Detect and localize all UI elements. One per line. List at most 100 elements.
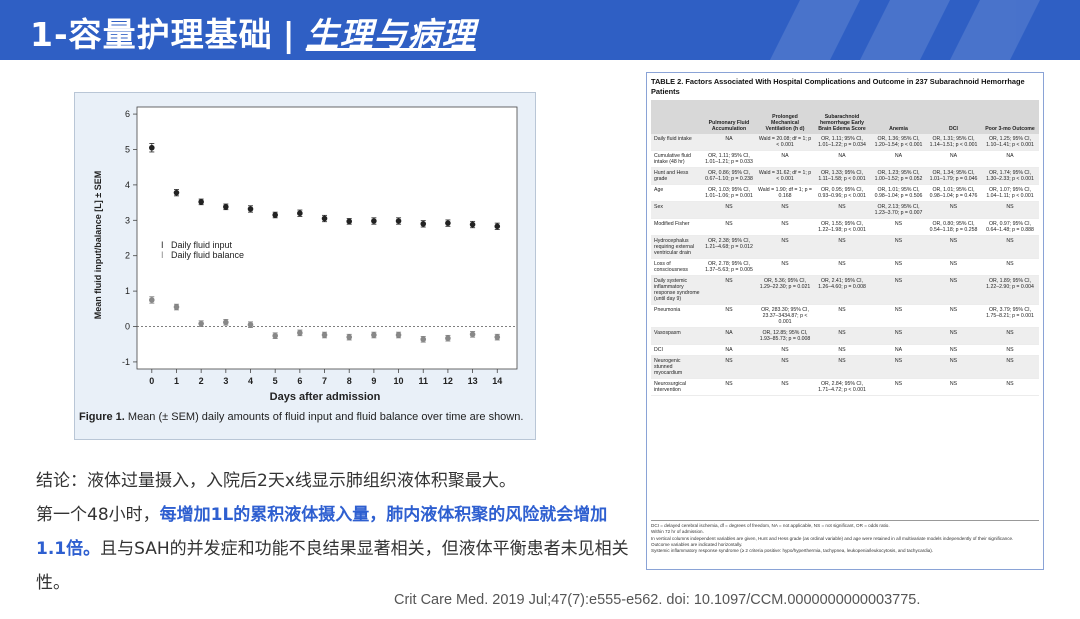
x-tick-label: 0 <box>149 376 154 386</box>
table-2-row-label: Age <box>651 184 701 202</box>
table-2-cell: NS <box>926 327 981 345</box>
y-tick-label: 5 <box>125 144 130 154</box>
table-2-cell: NS <box>926 275 981 305</box>
table-2-cell: NA <box>871 150 926 168</box>
table-2-cell: OR, 2.84; 95% CI, 1.71–4.72; p < 0.001 <box>813 378 871 396</box>
table-2-cell: NS <box>871 304 926 328</box>
table-2-row: Loss of consciousness OR, 2.78; 95% CI, 1… <box>651 258 1039 276</box>
balance-point <box>321 332 328 338</box>
table-2-row-label: Neurosurgical intervention <box>651 378 701 396</box>
input-point <box>346 218 353 225</box>
input-point <box>297 210 303 217</box>
table-2-note: In vertical columns independent variable… <box>651 535 1014 541</box>
table-2-cell: OR, 1.33; 95% CI, 1.11–1.58; p < 0.001 <box>813 167 871 185</box>
table-2-cell: NS <box>871 235 926 259</box>
x-tick-label: 6 <box>297 376 302 386</box>
input-point <box>198 199 204 205</box>
table-2-row-label: Vasospasm <box>651 327 701 345</box>
table-2-cell: NS <box>813 355 871 379</box>
table-2-cell: NS <box>757 378 813 396</box>
table-2-cell: OR, 1.36; 95% CI, 1.20–1.54; p < 0.001 <box>871 134 926 151</box>
input-point <box>469 221 476 228</box>
table-2-header-cell: Pulmonary Fluid Accumulation <box>701 100 757 134</box>
table-2-cell: OR, 1.89; 95% CI, 1.22–2.90; p = 0.004 <box>981 275 1039 305</box>
table-2: Pulmonary Fluid Accumulation Prolonged Me… <box>651 100 1039 396</box>
table-2-cell: NS <box>981 378 1039 396</box>
table-2-cell: NS <box>813 235 871 259</box>
citation: Crit Care Med. 2019 Jul;47(7):e555-e562.… <box>394 592 921 608</box>
table-2-cell: Wald = 1.90; df = 1; p = 0.168 <box>757 184 813 202</box>
table-2-row: Daily fluid intake NA Wald = 20.08; df = 1… <box>651 134 1039 151</box>
balance-point <box>469 331 476 338</box>
table-2-cell: NS <box>757 201 813 219</box>
table-2-note: DCI = delayed cerebral ischemia, df = de… <box>651 523 890 528</box>
table-2-cell: OR, 1.01; 95% CI, 0.98–1.04; p = 0.506 <box>871 184 926 202</box>
chart-xlabel: Days after admission <box>270 391 381 403</box>
table-2-cell: Wald = 31.62; df = 1; p < 0.001 <box>757 167 813 185</box>
balance-point <box>223 319 229 326</box>
table-2-row: DCI NA NS NS NA NS NS <box>651 344 1039 356</box>
input-point <box>149 144 155 151</box>
table-2-cell: OR, 283.30; 95% CI, 23.37–3434.87; p < 0… <box>757 304 813 328</box>
table-2-cell: NS <box>871 378 926 396</box>
table-2-cell: NS <box>701 275 757 305</box>
table-2-cell: NS <box>701 355 757 379</box>
table-2-cell: OR, 0.97; 95% CI, 0.64–1.48; p = 0.888 <box>981 218 1039 236</box>
balance-point <box>445 335 451 341</box>
table-2-cell: OR, 2.41; 95% CI, 1.26–4.60; p = 0.008 <box>813 275 871 305</box>
table-2-row-label: Daily fluid intake <box>651 134 701 151</box>
table-2-cell: Wald = 20.08; df = 1; p < 0.001 <box>757 134 813 151</box>
table-2-cell: NS <box>871 275 926 305</box>
x-tick-label: 9 <box>371 376 376 386</box>
y-tick-label: 3 <box>125 215 130 225</box>
table-2-row-label: Hunt and Hess grade <box>651 167 701 185</box>
y-tick-label: -1 <box>122 357 130 367</box>
table-2-cell: NS <box>926 304 981 328</box>
table-2-cell: OR, 1.23; 95% CI, 1.00–1.52; p = 0.052 <box>871 167 926 185</box>
table-2-row: Sex NS NS NS OR, 2.13; 95% CI, 1.23–3.70; p … <box>651 201 1039 219</box>
table-2-cell: NS <box>871 258 926 276</box>
table-2-row-label: Modified Fisher <box>651 218 701 236</box>
table-2-cell: NS <box>701 218 757 236</box>
figure-1-caption-text: Mean (± SEM) daily amounts of fluid inpu… <box>124 411 524 423</box>
input-point <box>445 220 451 226</box>
table-2-header-cell: Anemia <box>871 100 926 134</box>
table-2-cell: NS <box>871 218 926 236</box>
conclusion-pre: 第一个48小时， <box>36 505 160 525</box>
y-tick-label: 4 <box>125 180 130 190</box>
balance-point <box>371 332 377 338</box>
slide-title: 1-容量护理基础 | 生理与病理 <box>30 8 476 56</box>
balance-point <box>173 304 180 310</box>
table-2-cell: OR, 0.95; 95% CI, 0.93–0.96; p < 0.001 <box>813 184 871 202</box>
table-2-cell: OR, 12.85; 95% CI, 1.93–85.73; p = 0.008 <box>757 327 813 345</box>
legend-marker-input: I <box>161 240 164 250</box>
table-2-cell: OR, 1.11; 95% CI, 1.01–1.21; p = 0.033 <box>701 150 757 168</box>
table-2-cell: OR, 2.78; 95% CI, 1.37–5.63; p = 0.005 <box>701 258 757 276</box>
balance-point <box>149 297 155 303</box>
figure-1-panel: -1 0 1 2 3 4 5 6 0 1 2 3 4 5 6 7 8 9 10 11 12 13 14 I Daily fl… <box>74 92 536 440</box>
table-2-cell: NS <box>926 355 981 379</box>
chart-legend: I Daily fluid input I Daily fluid balanc… <box>161 240 244 260</box>
table-2-cell: NA <box>701 327 757 345</box>
figure-1-caption-label: Figure 1. <box>79 411 125 423</box>
table-2-cell: NA <box>926 150 981 168</box>
table-2-row: Neurosurgical intervention NS NS OR, 2.84; … <box>651 378 1039 396</box>
table-2-cell: OR, 0.86; 95% CI, 0.67–1.10; p = 0.238 <box>701 167 757 185</box>
table-2-row-label: Loss of consciousness <box>651 258 701 276</box>
x-tick-label: 1 <box>174 376 179 386</box>
x-tick-label: 2 <box>199 376 204 386</box>
table-2-title: TABLE 2. Factors Associated With Hospita… <box>651 77 1025 96</box>
x-tick-label: 10 <box>394 376 404 386</box>
balance-point <box>494 334 501 340</box>
table-2-row-label: Daily systemic inflammatory response syn… <box>651 275 701 305</box>
table-2-cell: OR, 2.38; 95% CI, 1.21–4.68; p = 0.012 <box>701 235 757 259</box>
table-2-row: Daily systemic inflammatory response syn… <box>651 275 1039 305</box>
table-2-cell: OR, 1.25; 95% CI, 1.10–1.41; p < 0.001 <box>981 134 1039 151</box>
balance-point <box>247 321 254 328</box>
table-2-cell: OR, 1.34; 95% CI, 1.01–1.79; p = 0.046 <box>926 167 981 185</box>
table-2-header-cell: Poor 3-mo Outcome <box>981 100 1039 134</box>
table-2-row-label: Hydrocephalus requiring external ventric… <box>651 235 701 259</box>
table-2-row-label: DCI <box>651 344 701 356</box>
input-point <box>223 204 229 210</box>
table-2-row: Hunt and Hess grade OR, 0.86; 95% CI, 0.6… <box>651 167 1039 185</box>
